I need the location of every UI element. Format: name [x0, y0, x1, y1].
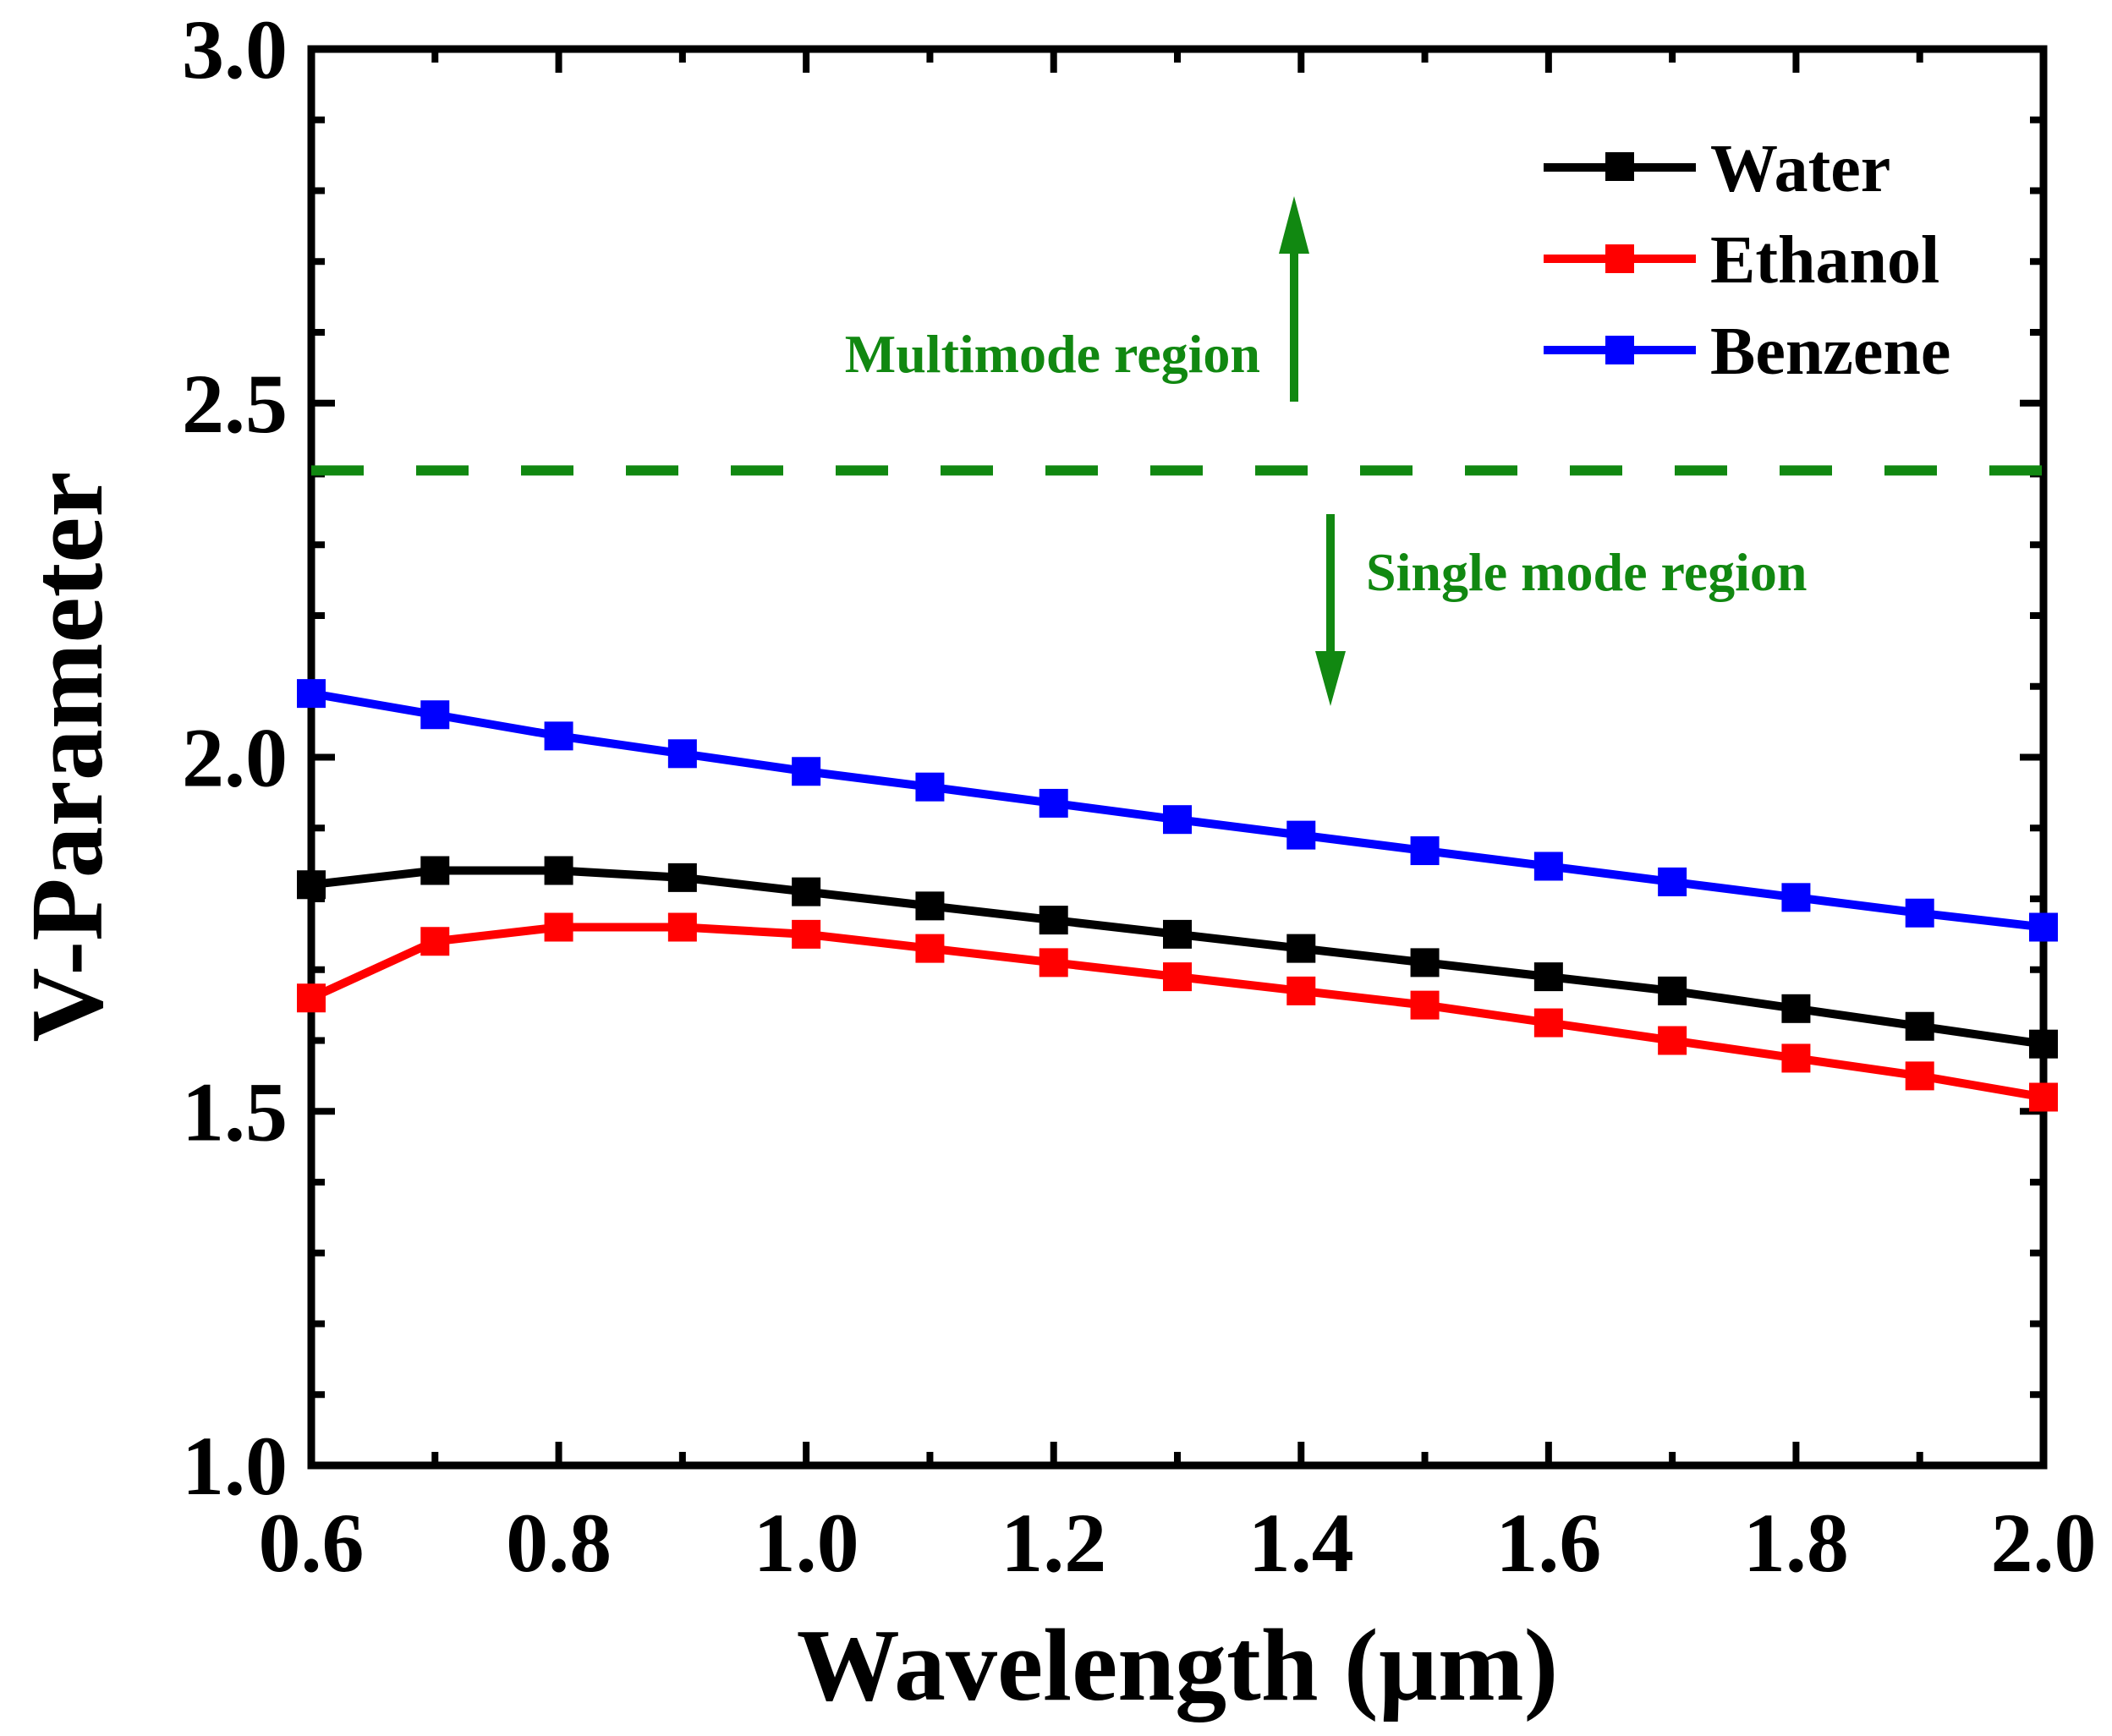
data-point-water [420, 856, 450, 885]
data-point-ethanol [1658, 1026, 1687, 1055]
data-point-ethanol [1533, 1008, 1563, 1038]
data-point-ethanol [1905, 1061, 1934, 1091]
data-point-water [1163, 919, 1192, 949]
data-point-benzene [1286, 820, 1316, 850]
data-point-ethanol [1163, 962, 1192, 992]
data-point-benzene [1410, 836, 1440, 866]
singlemode-region-label: Single mode region [1366, 542, 1808, 602]
data-point-benzene [1039, 788, 1068, 818]
data-point-water [915, 891, 945, 921]
data-point-ethanol [1286, 976, 1316, 1005]
data-point-benzene [1658, 867, 1687, 896]
data-point-ethanol [792, 919, 821, 949]
data-point-benzene [1905, 898, 1934, 928]
data-point-ethanol [1410, 990, 1440, 1020]
y-tick-label: 2.0 [182, 711, 288, 805]
data-point-benzene [1781, 883, 1811, 912]
axis-ticks [308, 46, 2047, 1469]
y-axis-title: V-Parameter [10, 471, 124, 1042]
data-point-benzene [1533, 852, 1563, 881]
legend-marker-water [1605, 152, 1634, 181]
data-point-water [1781, 994, 1811, 1023]
x-tick-labels: 0.6 0.8 1.0 1.2 1.4 1.6 1.8 2.0 [259, 1496, 2097, 1590]
legend-marker-ethanol [1605, 244, 1634, 273]
legend: Water Ethanol Benzene [1544, 132, 1950, 389]
y-tick-labels: 1.0 1.5 2.0 2.5 3.0 [182, 3, 288, 1513]
data-point-benzene [667, 739, 697, 769]
data-point-ethanol [297, 983, 326, 1013]
data-point-water [297, 870, 326, 900]
multimode-region-label: Multimode region [845, 324, 1260, 384]
data-point-water [1658, 976, 1687, 1005]
x-tick-label: 0.6 [259, 1496, 365, 1590]
x-tick-label: 0.8 [506, 1496, 612, 1590]
data-point-water [544, 856, 573, 885]
data-point-water [2029, 1029, 2058, 1059]
data-point-benzene [915, 772, 945, 802]
legend-label-ethanol: Ethanol [1710, 223, 1939, 298]
singlemode-arrowhead-icon [1315, 651, 1346, 706]
legend-label-water: Water [1710, 132, 1890, 206]
x-axis-title: Wavelength (µm) [797, 1608, 1558, 1722]
data-point-benzene [1163, 805, 1192, 835]
legend-marker-benzene [1605, 336, 1634, 364]
y-tick-label: 2.5 [182, 357, 288, 451]
data-point-water [1905, 1011, 1934, 1041]
data-point-benzene [420, 700, 450, 730]
x-tick-label: 1.6 [1495, 1496, 1601, 1590]
data-point-water [792, 877, 821, 906]
y-tick-label: 3.0 [182, 3, 288, 96]
legend-item-benzene: Benzene [1544, 315, 1950, 389]
legend-label-benzene: Benzene [1710, 315, 1950, 389]
data-point-water [667, 863, 697, 892]
multimode-arrowhead-icon [1279, 196, 1309, 254]
x-tick-label: 1.8 [1743, 1496, 1849, 1590]
data-point-water [1533, 962, 1563, 992]
data-point-ethanol [544, 912, 573, 942]
data-point-ethanol [1781, 1043, 1811, 1073]
data-point-ethanol [667, 912, 697, 942]
data-point-benzene [2029, 912, 2058, 942]
data-point-ethanol [420, 927, 450, 956]
data-point-benzene [792, 757, 821, 786]
x-tick-label: 2.0 [1991, 1496, 2097, 1590]
data-point-water [1286, 934, 1316, 963]
legend-item-water: Water [1544, 132, 1890, 206]
annotation-singlemode: Single mode region [1315, 514, 1808, 706]
annotation-multimode: Multimode region [845, 196, 1309, 402]
data-point-ethanol [915, 934, 945, 963]
data-point-ethanol [1039, 948, 1068, 978]
series-layer [297, 679, 2058, 1112]
data-point-water [1039, 906, 1068, 935]
y-tick-label: 1.5 [182, 1065, 288, 1158]
data-point-benzene [544, 721, 573, 751]
x-tick-label: 1.4 [1248, 1496, 1354, 1590]
x-tick-label: 1.0 [754, 1496, 859, 1590]
legend-item-ethanol: Ethanol [1544, 223, 1939, 298]
data-point-water [1410, 948, 1440, 978]
x-tick-label: 1.2 [1001, 1496, 1106, 1590]
data-point-ethanol [2029, 1082, 2058, 1112]
y-tick-label: 1.0 [182, 1419, 288, 1513]
data-point-benzene [297, 679, 326, 709]
